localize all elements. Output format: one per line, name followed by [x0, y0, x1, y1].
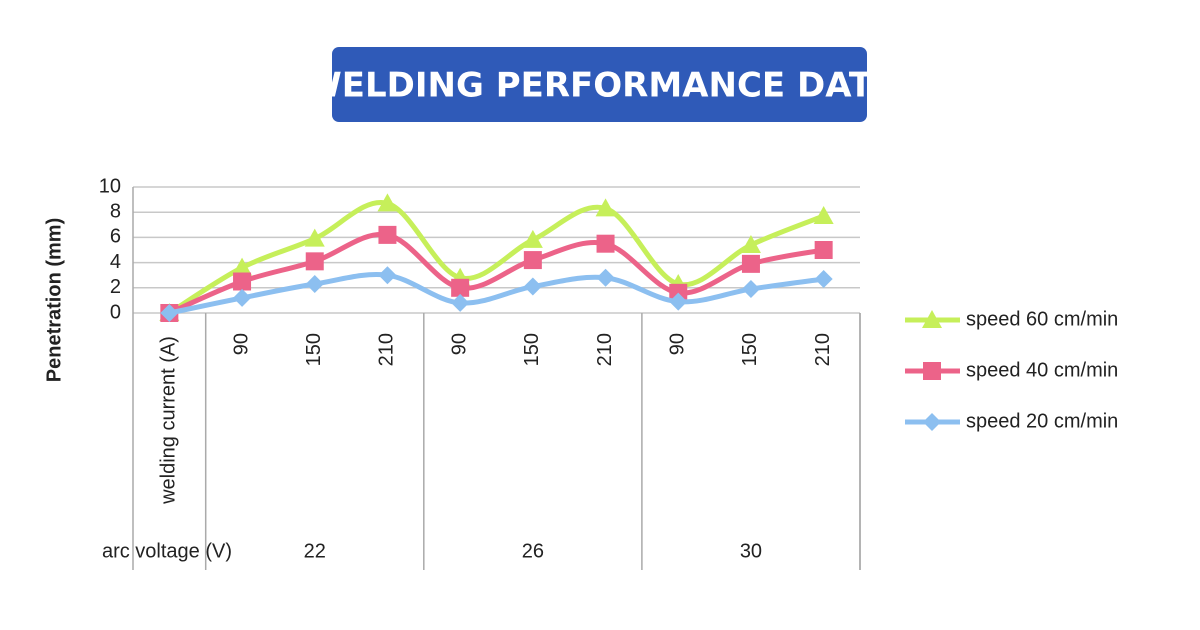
marker — [813, 205, 834, 224]
marker — [232, 257, 253, 276]
marker — [814, 269, 833, 288]
marker — [305, 252, 324, 271]
marker — [451, 278, 470, 297]
x-tick-label: welding current (A) — [158, 336, 180, 505]
marker — [523, 277, 542, 296]
marker — [304, 228, 325, 247]
y-tick-label: 2 — [110, 276, 121, 298]
marker — [378, 266, 397, 285]
series-line — [168, 200, 825, 316]
marker — [595, 198, 616, 217]
legend-label: speed 40 cm/min — [966, 359, 1118, 381]
y-axis-label: Penetration (mm) — [43, 218, 65, 382]
marker — [741, 254, 760, 273]
group-axis-label: arc voltage (V) — [102, 540, 232, 562]
x-tick-label: 90 — [667, 333, 689, 355]
marker — [596, 268, 615, 287]
group-label: 30 — [740, 540, 762, 562]
y-tick-label: 4 — [110, 251, 121, 273]
group-label: 22 — [304, 540, 326, 562]
y-tick-label: 8 — [110, 200, 121, 222]
chart-title: WELDING PERFORMANCE DATA — [304, 66, 896, 106]
marker — [451, 293, 470, 312]
y-tick-label: 10 — [99, 175, 121, 197]
group-label: 26 — [522, 540, 544, 562]
marker — [596, 234, 615, 253]
marker — [922, 310, 942, 328]
x-tick-label: 90 — [230, 333, 252, 355]
x-tick-label: 210 — [594, 333, 616, 366]
marker — [923, 362, 941, 380]
x-tick-label: 150 — [303, 333, 325, 366]
marker — [233, 272, 252, 291]
marker — [741, 280, 760, 299]
marker — [669, 292, 688, 311]
marker — [233, 288, 252, 307]
x-tick-label: 150 — [739, 333, 761, 366]
marker — [305, 275, 324, 294]
marker — [160, 304, 179, 322]
y-tick-label: 6 — [110, 226, 121, 248]
marker — [923, 413, 941, 431]
marker — [378, 225, 397, 244]
marker — [377, 193, 398, 212]
title-banner — [332, 47, 867, 122]
y-tick-label: 0 — [110, 301, 121, 323]
marker — [523, 251, 542, 270]
x-tick-label: 90 — [448, 333, 470, 355]
marker — [814, 241, 833, 259]
series-line — [168, 231, 825, 316]
legend-label: speed 60 cm/min — [966, 308, 1118, 330]
marker — [522, 229, 543, 248]
legend-label: speed 20 cm/min — [966, 410, 1118, 432]
x-tick-label: 210 — [812, 333, 834, 366]
marker — [740, 234, 761, 253]
x-tick-label: 150 — [521, 333, 543, 366]
x-tick-label: 210 — [376, 333, 398, 366]
series-line — [168, 272, 824, 316]
